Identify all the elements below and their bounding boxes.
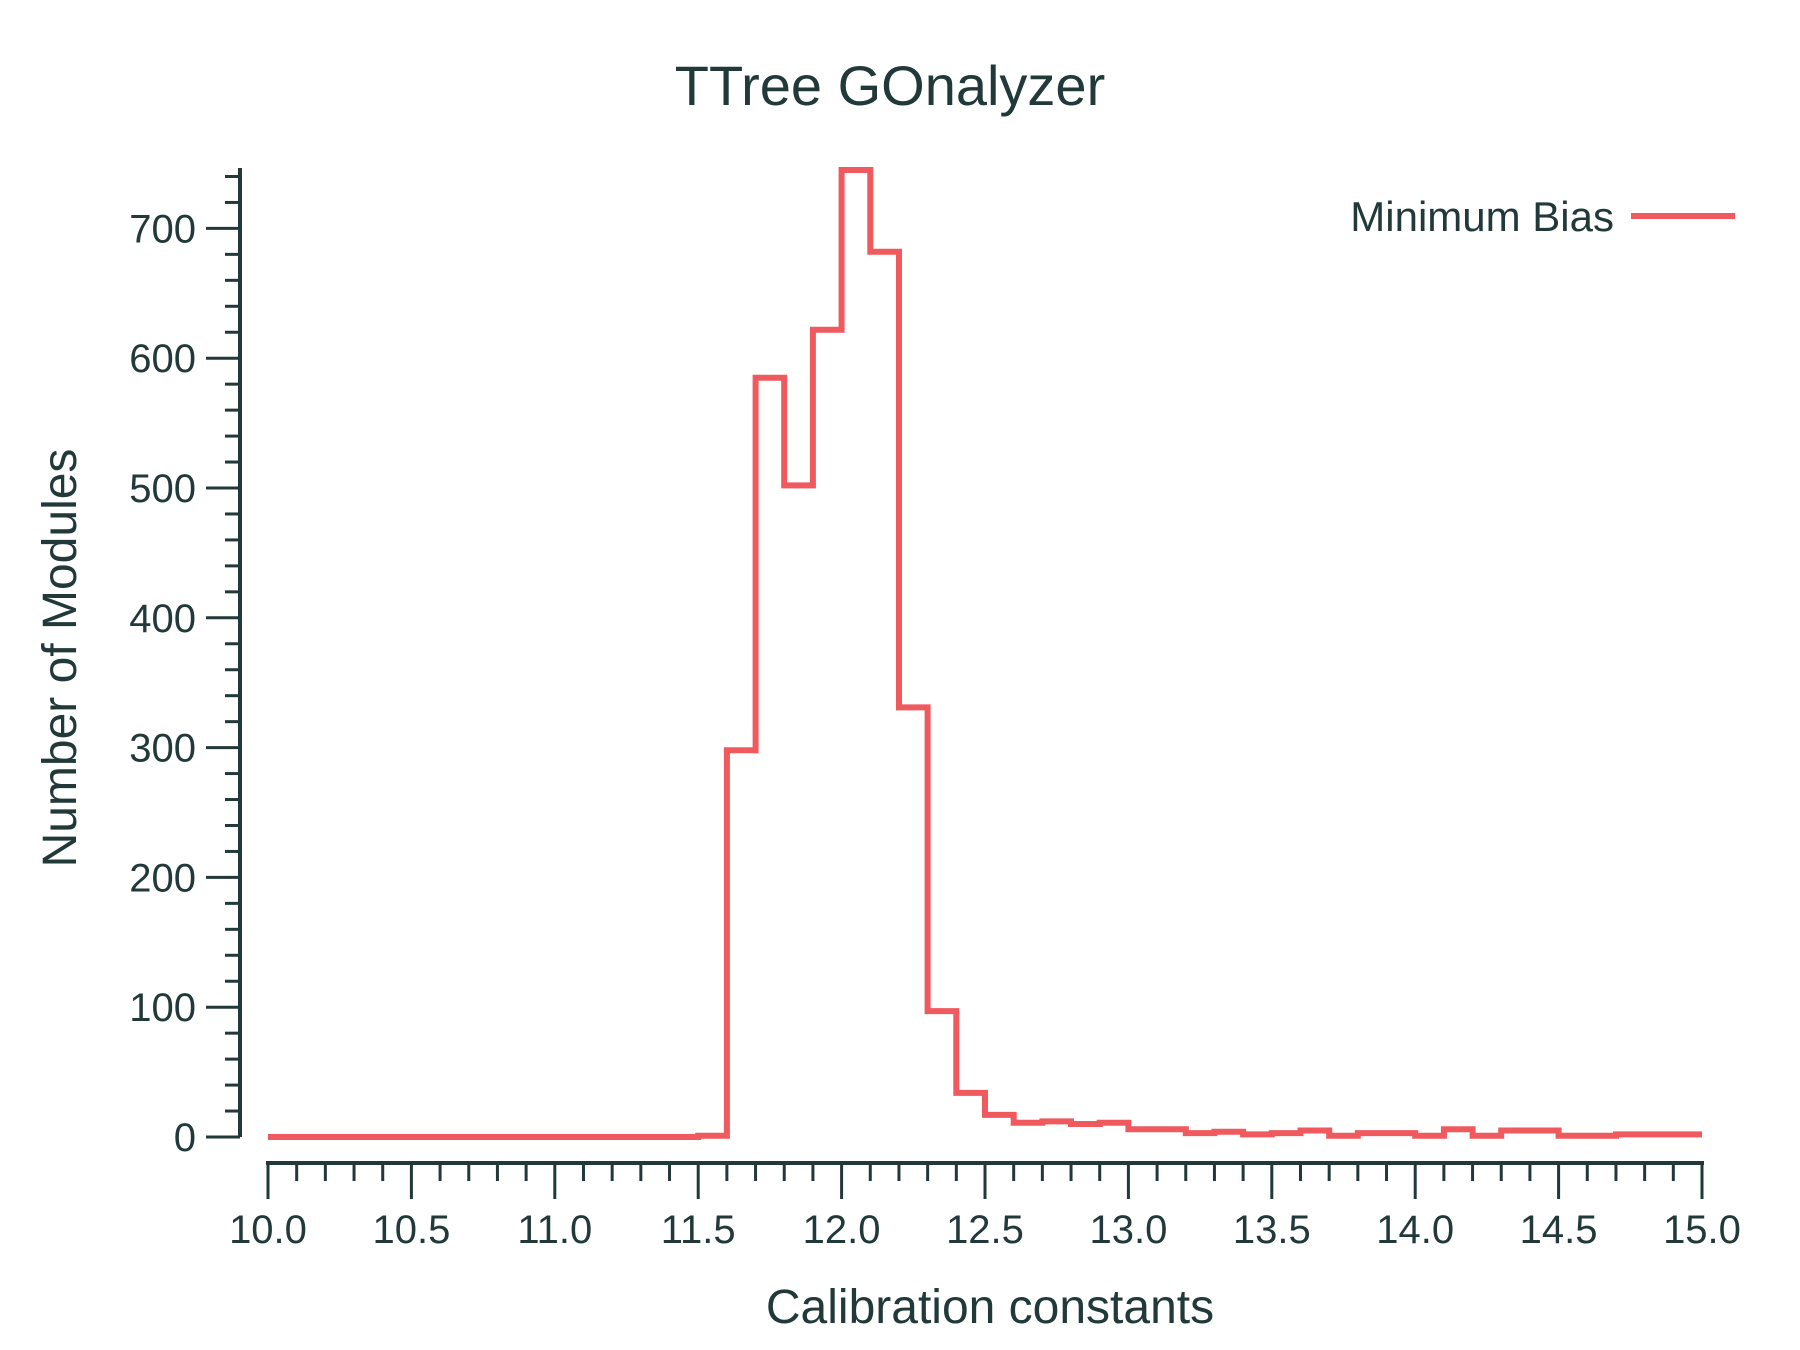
- y-tick-label: 400: [129, 597, 196, 641]
- chart-title: TTree GOnalyzer: [675, 54, 1105, 117]
- y-tick-label: 600: [129, 337, 196, 381]
- x-tick-label: 13.5: [1233, 1208, 1311, 1252]
- series-line-minimum-bias: [268, 167, 1702, 1140]
- x-tick-label: 12.5: [946, 1208, 1024, 1252]
- x-tick-label: 14.5: [1520, 1208, 1598, 1252]
- y-tick-label: 0: [174, 1116, 196, 1160]
- y-axis: 0 100 200 300 400 500 600 700: [129, 168, 242, 1160]
- y-tick-label: 700: [129, 207, 196, 251]
- legend-label: Minimum Bias: [1350, 193, 1614, 240]
- x-tick-label: 11.0: [517, 1208, 592, 1252]
- y-tick-label: 300: [129, 727, 196, 771]
- y-tick-label: 100: [129, 986, 196, 1030]
- legend: Minimum Bias: [1350, 193, 1735, 240]
- x-tick-label: 13.0: [1089, 1208, 1167, 1252]
- y-tick-label: 200: [129, 856, 196, 900]
- x-axis-label: Calibration constants: [766, 1281, 1214, 1334]
- x-tick-label: 12.0: [803, 1208, 881, 1252]
- y-axis-label: Number of Modules: [34, 449, 87, 868]
- x-tick-label: 14.0: [1376, 1208, 1454, 1252]
- y-tick-label: 500: [129, 467, 196, 511]
- x-axis: 10.0 10.5 11.0 11.5 12.0 12.5 13.0 13.5 14.0 14.5…: [229, 1161, 1741, 1252]
- x-tick-label: 11.5: [661, 1208, 736, 1252]
- series-layer: [268, 167, 1702, 1140]
- x-tick-label: 15.0: [1663, 1208, 1741, 1252]
- x-tick-label: 10.5: [372, 1208, 450, 1252]
- x-tick-label: 10.0: [229, 1208, 307, 1252]
